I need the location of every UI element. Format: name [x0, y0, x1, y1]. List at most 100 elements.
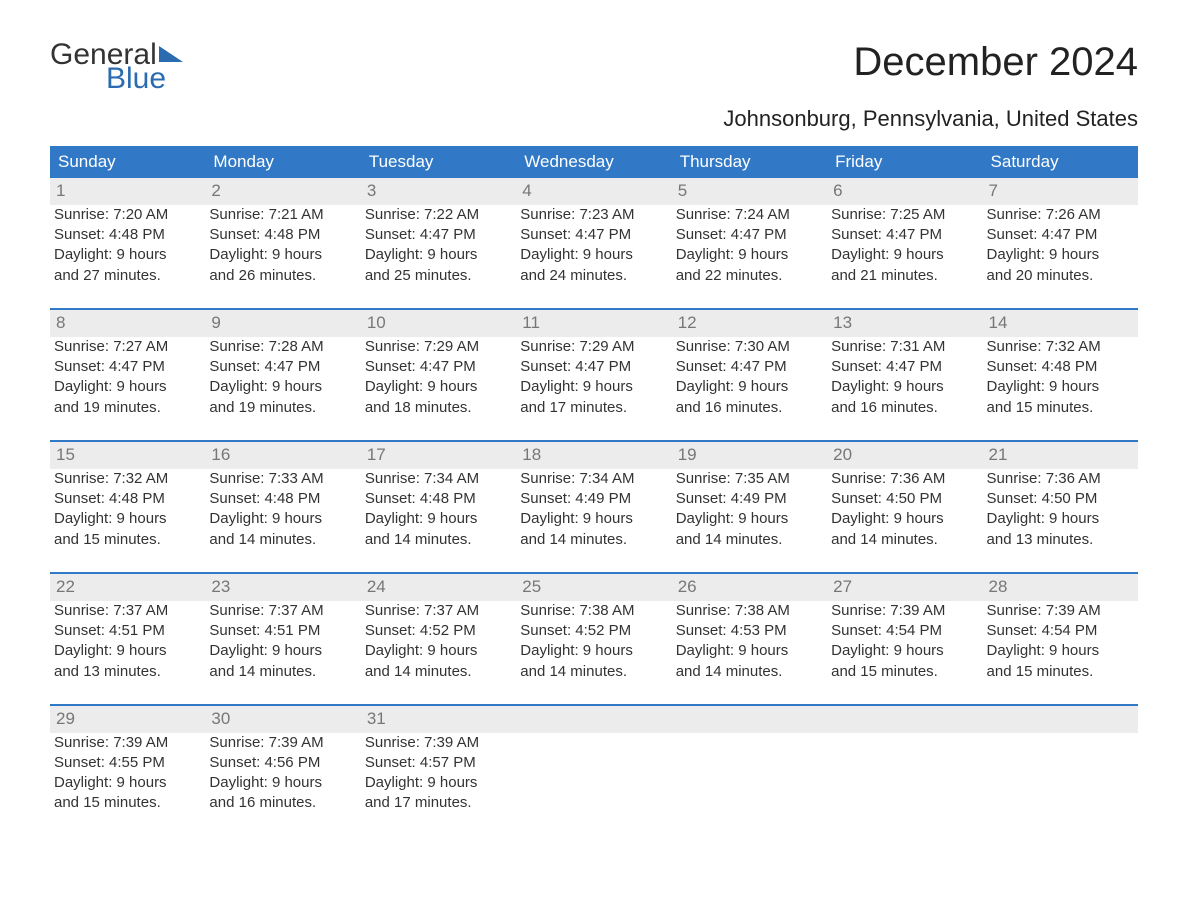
day-cell: Sunrise: 7:33 AMSunset: 4:48 PMDaylight:…	[205, 469, 360, 573]
day-cell: Sunrise: 7:38 AMSunset: 4:53 PMDaylight:…	[672, 601, 827, 705]
sunset-text: Sunset: 4:54 PM	[831, 621, 978, 641]
daylight-text: and 16 minutes.	[209, 793, 356, 813]
day-number-row: 891011121314	[50, 310, 1138, 337]
daylight-text: Daylight: 9 hours	[520, 377, 667, 397]
daylight-text: Daylight: 9 hours	[365, 245, 512, 265]
day-cell: Sunrise: 7:25 AMSunset: 4:47 PMDaylight:…	[827, 205, 982, 309]
day-cell: Sunrise: 7:34 AMSunset: 4:49 PMDaylight:…	[516, 469, 671, 573]
day-header: Saturday	[983, 146, 1138, 178]
day-number: 1	[50, 178, 205, 205]
day-cell: Sunrise: 7:39 AMSunset: 4:54 PMDaylight:…	[983, 601, 1138, 705]
sunrise-text: Sunrise: 7:34 AM	[520, 469, 667, 489]
day-number: 8	[50, 310, 205, 337]
daylight-text: and 13 minutes.	[987, 530, 1134, 550]
sunrise-text: Sunrise: 7:30 AM	[676, 337, 823, 357]
daylight-text: and 16 minutes.	[831, 398, 978, 418]
day-cell: Sunrise: 7:37 AMSunset: 4:51 PMDaylight:…	[205, 601, 360, 705]
daylight-text: and 19 minutes.	[54, 398, 201, 418]
day-number: 23	[205, 574, 360, 601]
day-number: 30	[205, 706, 360, 733]
sunset-text: Sunset: 4:50 PM	[831, 489, 978, 509]
sunrise-text: Sunrise: 7:21 AM	[209, 205, 356, 225]
day-number: 7	[983, 178, 1138, 205]
daylight-text: Daylight: 9 hours	[209, 245, 356, 265]
day-number-row: 1234567	[50, 178, 1138, 205]
daylight-text: and 14 minutes.	[676, 662, 823, 682]
day-number: 4	[516, 178, 671, 205]
daylight-text: and 14 minutes.	[520, 662, 667, 682]
sunset-text: Sunset: 4:57 PM	[365, 753, 512, 773]
sunset-text: Sunset: 4:47 PM	[831, 357, 978, 377]
day-cell	[983, 733, 1138, 836]
daylight-text: Daylight: 9 hours	[676, 509, 823, 529]
daylight-text: Daylight: 9 hours	[209, 641, 356, 661]
daylight-text: Daylight: 9 hours	[365, 509, 512, 529]
sunrise-text: Sunrise: 7:38 AM	[676, 601, 823, 621]
day-cell: Sunrise: 7:30 AMSunset: 4:47 PMDaylight:…	[672, 337, 827, 441]
sunset-text: Sunset: 4:48 PM	[54, 225, 201, 245]
sunset-text: Sunset: 4:50 PM	[987, 489, 1134, 509]
day-number: 12	[672, 310, 827, 337]
sunset-text: Sunset: 4:47 PM	[676, 225, 823, 245]
day-number: 22	[50, 574, 205, 601]
daylight-text: Daylight: 9 hours	[987, 245, 1134, 265]
sunset-text: Sunset: 4:51 PM	[54, 621, 201, 641]
sunrise-text: Sunrise: 7:39 AM	[54, 733, 201, 753]
daylight-text: and 20 minutes.	[987, 266, 1134, 286]
daylight-text: Daylight: 9 hours	[831, 245, 978, 265]
sunrise-text: Sunrise: 7:37 AM	[209, 601, 356, 621]
daylight-text: and 15 minutes.	[54, 530, 201, 550]
day-header: Sunday	[50, 146, 205, 178]
sunset-text: Sunset: 4:52 PM	[365, 621, 512, 641]
day-cell	[827, 733, 982, 836]
day-content-row: Sunrise: 7:20 AMSunset: 4:48 PM Daylight:…	[50, 205, 1138, 309]
daylight-text: and 14 minutes.	[831, 530, 978, 550]
daylight-text: Daylight: 9 hours	[676, 377, 823, 397]
day-number: 25	[516, 574, 671, 601]
daylight-text: Daylight: 9 hours	[987, 509, 1134, 529]
day-header: Thursday	[672, 146, 827, 178]
sunset-text: Sunset: 4:55 PM	[54, 753, 201, 773]
daylight-text: Daylight: 9 hours	[209, 773, 356, 793]
sunrise-text: Sunrise: 7:33 AM	[209, 469, 356, 489]
day-cell: Sunrise: 7:39 AMSunset: 4:56 PMDaylight:…	[205, 733, 360, 836]
day-number	[516, 706, 671, 733]
day-number	[827, 706, 982, 733]
sunrise-text: Sunrise: 7:35 AM	[676, 469, 823, 489]
day-cell	[516, 733, 671, 836]
sunrise-text: Sunrise: 7:20 AM	[54, 205, 201, 225]
day-content-row: Sunrise: 7:27 AMSunset: 4:47 PMDaylight:…	[50, 337, 1138, 441]
day-number-row: 22232425262728	[50, 574, 1138, 601]
day-cell: Sunrise: 7:39 AMSunset: 4:55 PMDaylight:…	[50, 733, 205, 836]
sunrise-text: Sunrise: 7:36 AM	[831, 469, 978, 489]
day-number: 16	[205, 442, 360, 469]
day-cell: Sunrise: 7:29 AMSunset: 4:47 PMDaylight:…	[516, 337, 671, 441]
day-cell: Sunrise: 7:23 AMSunset: 4:47 PMDaylight:…	[516, 205, 671, 309]
day-number-row: 293031	[50, 706, 1138, 733]
daylight-text: and 13 minutes.	[54, 662, 201, 682]
day-number: 11	[516, 310, 671, 337]
day-cell: Sunrise: 7:35 AMSunset: 4:49 PMDaylight:…	[672, 469, 827, 573]
daylight-text: and 18 minutes.	[365, 398, 512, 418]
day-number: 20	[827, 442, 982, 469]
day-number	[983, 706, 1138, 733]
daylight-text: Daylight: 9 hours	[987, 377, 1134, 397]
day-number: 27	[827, 574, 982, 601]
sunrise-text: Sunrise: 7:34 AM	[365, 469, 512, 489]
sunset-text: Sunset: 4:49 PM	[676, 489, 823, 509]
daylight-text: Daylight: 9 hours	[54, 773, 201, 793]
sunset-text: Sunset: 4:47 PM	[831, 225, 978, 245]
daylight-text: and 14 minutes.	[209, 662, 356, 682]
sunrise-text: Sunrise: 7:39 AM	[365, 733, 512, 753]
daylight-text: Daylight: 9 hours	[987, 641, 1134, 661]
daylight-text: and 19 minutes.	[209, 398, 356, 418]
day-cell: Sunrise: 7:22 AMSunset: 4:47 PMDaylight:…	[361, 205, 516, 309]
daylight-text: and 17 minutes.	[520, 398, 667, 418]
day-number: 3	[361, 178, 516, 205]
daylight-text: and 24 minutes.	[520, 266, 667, 286]
sunrise-text: Sunrise: 7:25 AM	[831, 205, 978, 225]
sunset-text: Sunset: 4:47 PM	[520, 357, 667, 377]
daylight-text: Daylight: 9 hours	[520, 245, 667, 265]
day-header: Monday	[205, 146, 360, 178]
day-content-row: Sunrise: 7:32 AMSunset: 4:48 PMDaylight:…	[50, 469, 1138, 573]
